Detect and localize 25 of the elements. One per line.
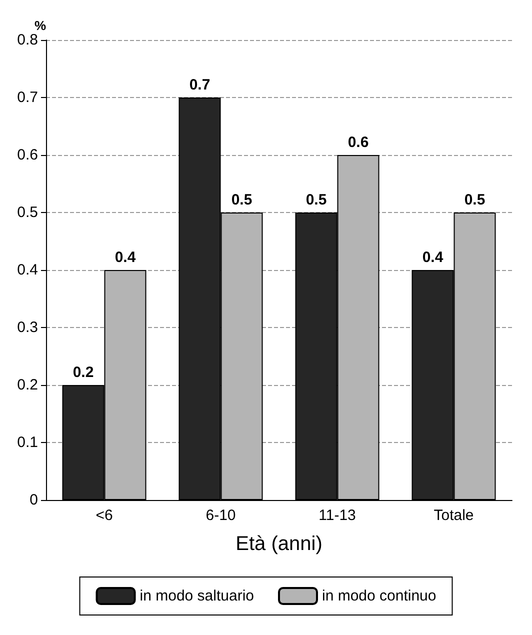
x-tick-label: Totale [434, 507, 474, 524]
data-label: 0.4 [114, 249, 136, 266]
x-axis-title: Età (anni) [236, 533, 322, 555]
data-label: 0.2 [72, 364, 94, 381]
data-label: 0.7 [189, 76, 210, 94]
y-tick-label: 0.4 [17, 262, 38, 278]
y-tick-label: 0.6 [17, 146, 38, 164]
y-tick-label: 0.7 [17, 89, 38, 106]
y-tick-label: 0 [30, 492, 38, 508]
data-label: 0.5 [306, 192, 327, 208]
x-tick-label: <6 [96, 507, 113, 524]
data-label: 0.5 [231, 192, 252, 208]
data-label: 0.6 [348, 134, 369, 151]
x-tick-label: 6-10 [206, 507, 236, 524]
legend-label: in modo continuo [322, 588, 436, 604]
data-label: 0.4 [422, 249, 444, 266]
y-tick-label: 0.3 [17, 319, 38, 336]
y-tick-label: 0.8 [17, 32, 38, 48]
data-label: 0.5 [464, 192, 486, 208]
y-tick-label: 0.1 [17, 434, 38, 451]
x-tick-label: 11-13 [318, 507, 356, 524]
y-tick-label: 0.2 [17, 376, 38, 394]
legend-label: in modo saltuario [140, 588, 254, 604]
y-axis-title: % [34, 18, 46, 33]
y-tick-label: 0.5 [17, 204, 38, 221]
